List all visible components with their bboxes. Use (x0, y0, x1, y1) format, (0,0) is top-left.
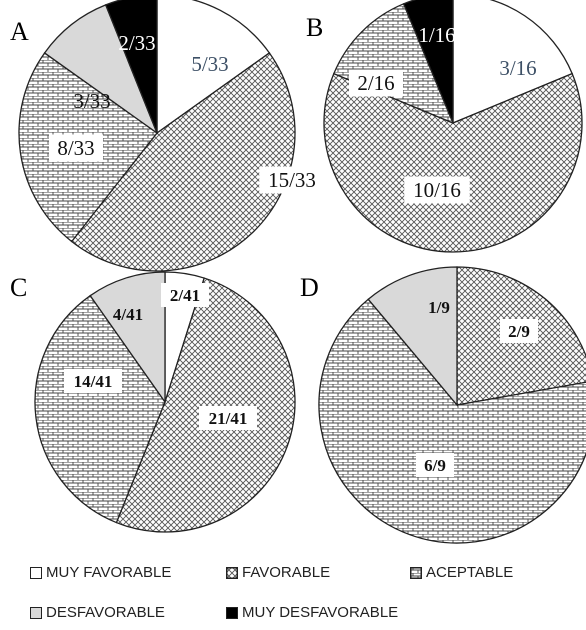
slice-label-c-aceptable: 14/41 (74, 372, 113, 391)
pie-slice-a-muy-favorable (156, 0, 271, 135)
slice-label-a-aceptable: 8/33 (57, 136, 94, 160)
panel-letter-c: C (10, 273, 27, 302)
slice-label-a-desfavorable: 3/33 (73, 89, 110, 113)
slice-label-a-favorable: 15/33 (268, 168, 316, 192)
pie-slice-a-muy-desfavorable (104, 0, 158, 134)
legend-swatch-desfavorable (30, 606, 42, 619)
slice-label-d-aceptable: 6/9 (424, 456, 446, 475)
slice-label-a-muy-favorable: 5/33 (191, 52, 228, 76)
pie-slice-b-favorable (323, 72, 583, 253)
slice-label-b-favorable: 10/16 (413, 178, 461, 202)
pie-panel-d: D 2/9 6/9 1/9 (300, 266, 586, 544)
legend-swatch-favorable (226, 566, 238, 579)
legend-label-muy-favorable: MUY FAVORABLE (46, 564, 172, 581)
pie-slice-c-aceptable (34, 294, 166, 524)
slice-label-b-muy-desfavorable: 1/16 (418, 23, 455, 47)
legend-row-2: DESFAVORABLE MUY DESFAVORABLE (0, 604, 586, 630)
pie-panel-a: A 5/33 15/33 8/33 3/33 2/33 (10, 0, 325, 272)
legend-swatch-muy-favorable (30, 566, 42, 579)
pie-slice-d-aceptable (318, 298, 586, 544)
panel-letter-b: B (306, 13, 323, 42)
slice-label-c-muy-favorable: 2/41 (170, 286, 200, 305)
slice-label-box (404, 176, 470, 204)
pie-slice-a-favorable (70, 52, 296, 272)
legend-swatch-aceptable (410, 566, 422, 579)
pie-slice-b-aceptable (332, 2, 455, 125)
legend-item-muy-desfavorable: MUY DESFAVORABLE (226, 604, 398, 621)
legend-label-muy-desfavorable: MUY DESFAVORABLE (242, 604, 399, 621)
slice-label-box (416, 453, 454, 477)
panel-letter-a: A (10, 17, 29, 46)
legend-label-favorable: FAVORABLE (242, 564, 331, 581)
slice-label-box (64, 369, 122, 393)
legend-row-1: MUY FAVORABLE FAVORABLE ACEPTABLE (0, 564, 586, 590)
legend-label-desfavorable: DESFAVORABLE (46, 604, 165, 621)
slice-label-d-favorable: 2/9 (508, 322, 530, 341)
pie-slice-c-favorable (115, 277, 296, 533)
slice-label-d-desfavorable: 1/9 (428, 298, 450, 317)
panel-letter-d: D (300, 273, 319, 302)
legend-item-favorable: FAVORABLE (226, 564, 330, 581)
pie-slice-b-muy-desfavorable (402, 0, 454, 124)
pie-panel-b: B 3/16 10/16 2/16 1/16 (306, 0, 583, 253)
legend-item-aceptable: ACEPTABLE (410, 564, 513, 581)
pie-slice-b-muy-favorable (452, 0, 574, 124)
slice-label-c-desfavorable: 4/41 (113, 305, 143, 324)
pie-slice-d-desfavorable (367, 266, 458, 407)
slice-label-c-favorable: 21/41 (209, 409, 248, 428)
slice-label-b-muy-favorable: 3/16 (499, 56, 536, 80)
slice-label-box (49, 134, 103, 162)
pie-slice-a-desfavorable (43, 4, 159, 135)
slice-label-box (259, 166, 325, 194)
slice-label-b-aceptable: 2/16 (357, 71, 394, 95)
slice-label-a-muy-desfavorable: 2/33 (118, 31, 155, 55)
slice-label-box (199, 406, 257, 430)
legend-item-desfavorable: DESFAVORABLE (30, 604, 165, 621)
slice-label-box (161, 283, 209, 307)
pie-slice-c-desfavorable (89, 271, 166, 405)
slice-label-box (500, 319, 538, 343)
legend-item-muy-favorable: MUY FAVORABLE (30, 564, 171, 581)
pie-panel-c: C 2/41 21/41 14/41 4/41 (10, 271, 296, 533)
legend-swatch-muy-desfavorable (226, 606, 238, 619)
legend-label-aceptable: ACEPTABLE (426, 564, 514, 581)
slice-label-box (349, 69, 403, 97)
